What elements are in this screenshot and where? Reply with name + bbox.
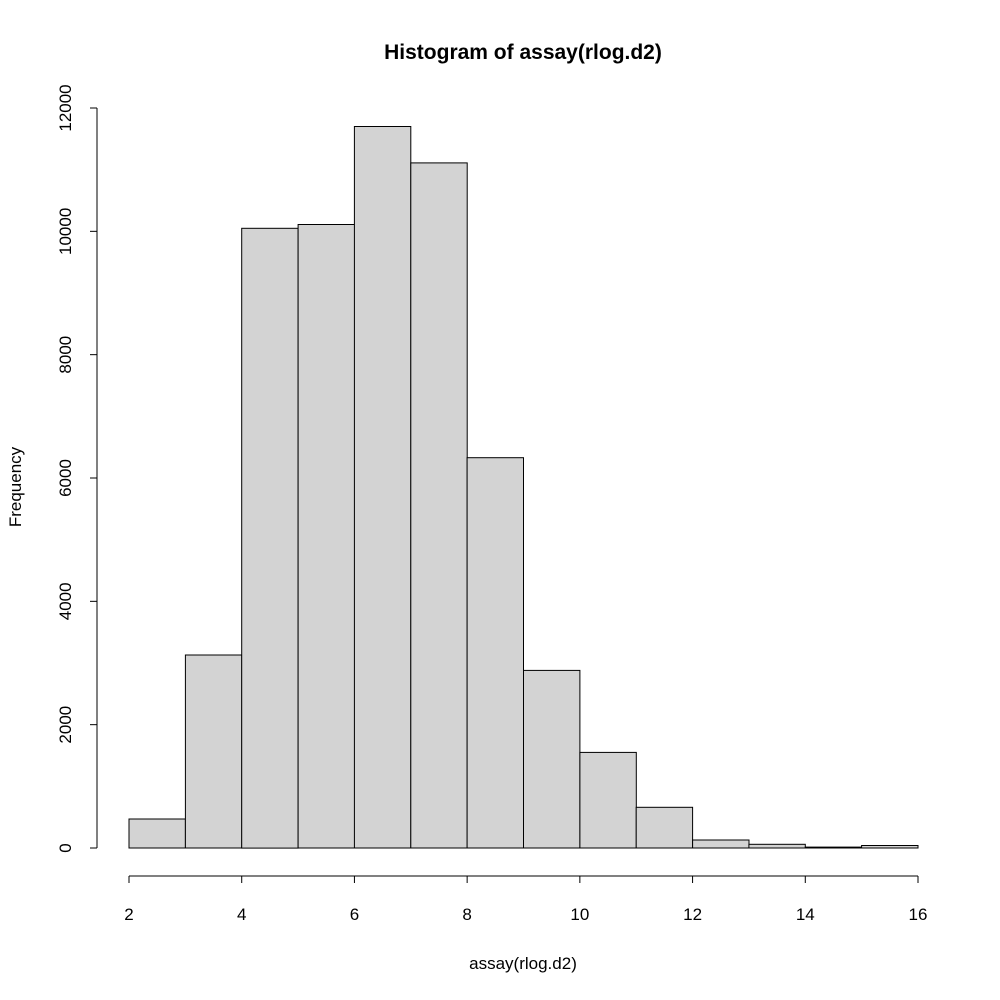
y-tick-label: 8000	[56, 336, 75, 374]
x-tick-label: 2	[124, 905, 133, 924]
x-tick-label: 6	[350, 905, 359, 924]
y-axis-label: Frequency	[6, 446, 25, 527]
y-tick-label: 0	[56, 843, 75, 852]
x-axis-label: assay(rlog.d2)	[469, 954, 577, 973]
y-tick-label: 4000	[56, 582, 75, 620]
histogram-bar	[748, 843, 806, 849]
bars-group	[128, 126, 919, 849]
y-tick-label: 10000	[56, 208, 75, 255]
y-tick-label: 2000	[56, 706, 75, 744]
histogram-bar	[241, 227, 299, 849]
x-tick-label: 16	[909, 905, 928, 924]
x-axis: 2 4 6 8 10 12 14 16	[124, 875, 928, 924]
chart-title: Histogram of assay(rlog.d2)	[384, 41, 662, 64]
histogram-bar	[579, 751, 637, 849]
x-tick-label: 4	[237, 905, 246, 924]
histogram-bar	[804, 846, 863, 849]
histogram-bar	[353, 126, 412, 849]
histogram-bar	[297, 224, 356, 849]
histogram-bar	[692, 839, 750, 849]
y-axis: 0 2000 4000 6000 8000 10000 12000	[56, 84, 98, 853]
x-tick-label: 8	[462, 905, 471, 924]
x-tick-label: 12	[683, 905, 702, 924]
y-tick-label: 12000	[56, 84, 75, 131]
x-tick-label: 14	[796, 905, 815, 924]
histogram-bar	[635, 806, 694, 849]
x-tick-label: 10	[570, 905, 589, 924]
histogram-bar	[184, 654, 243, 849]
histogram-bar	[466, 457, 525, 849]
histogram-bar	[523, 669, 581, 849]
y-tick-label: 6000	[56, 459, 75, 497]
histogram-bar	[861, 845, 919, 849]
histogram-bar	[410, 162, 468, 849]
histogram-bar	[128, 818, 186, 849]
